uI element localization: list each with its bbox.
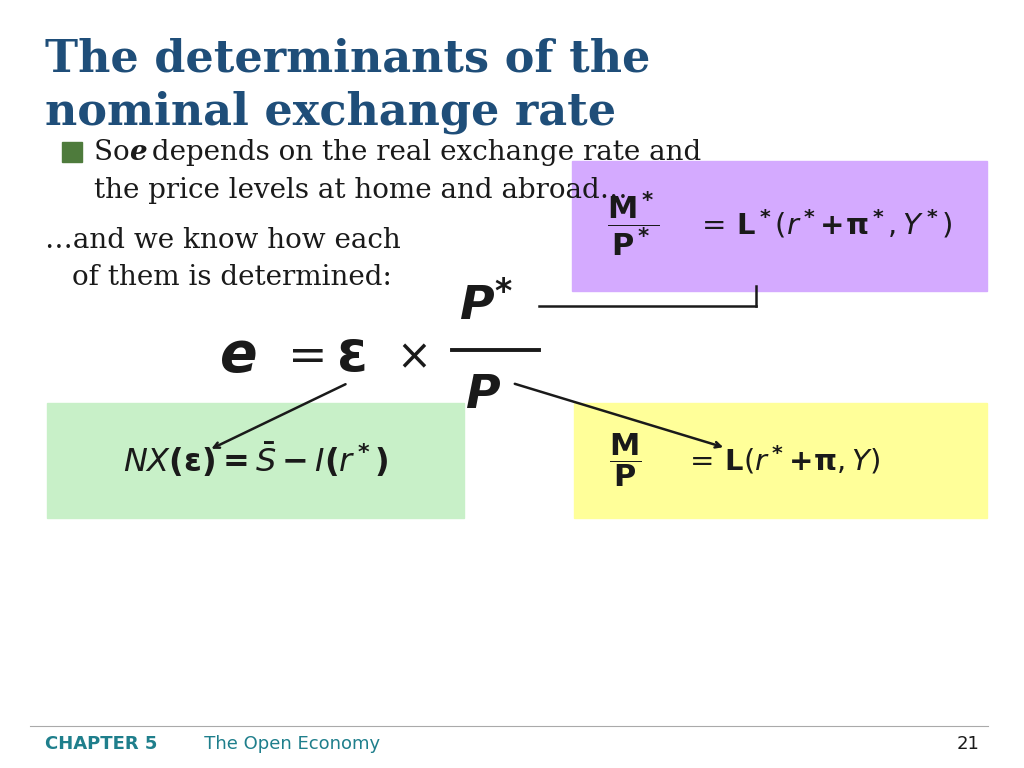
Text: $=$: $=$	[279, 333, 325, 379]
Text: depends on the real exchange rate and: depends on the real exchange rate and	[143, 138, 701, 165]
Text: The Open Economy: The Open Economy	[187, 735, 380, 753]
Text: 21: 21	[956, 735, 980, 753]
Text: $\mathbf{\dfrac{M}{P}}$: $\mathbf{\dfrac{M}{P}}$	[608, 431, 641, 488]
Text: $= \, \mathbf{L^*}(\mathbf{\mathit{r}^*\!+\!\pi^*}, \mathbf{\mathit{Y}^*})$: $= \, \mathbf{L^*}(\mathbf{\mathit{r}^*\…	[696, 207, 953, 240]
Text: $\mathbf{\dfrac{M^*}{P^*}}$: $\mathbf{\dfrac{M^*}{P^*}}$	[606, 190, 659, 259]
Text: $= \, \mathbf{L}(\mathbf{\mathit{r}^*\!+\!\pi}, \mathbf{\mathit{Y}})$: $= \, \mathbf{L}(\mathbf{\mathit{r}^*\!+…	[684, 444, 881, 476]
Text: CHAPTER 5: CHAPTER 5	[45, 735, 157, 753]
Text: $\boldsymbol{e}$: $\boldsymbol{e}$	[219, 329, 256, 383]
Text: $\times$: $\times$	[396, 335, 427, 377]
FancyBboxPatch shape	[573, 403, 987, 518]
Text: $\boldsymbol{P}^{\boldsymbol{*}}$: $\boldsymbol{P}^{\boldsymbol{*}}$	[460, 283, 513, 329]
Text: nominal exchange rate: nominal exchange rate	[45, 90, 615, 134]
Text: $\mathbf{\mathit{NX}(\varepsilon) = \bar{\mathit{S}} - \mathit{I}(\mathit{r}^*)}: $\mathbf{\mathit{NX}(\varepsilon) = \bar…	[123, 441, 388, 479]
Text: $\boldsymbol{\varepsilon}$: $\boldsymbol{\varepsilon}$	[336, 329, 366, 383]
FancyBboxPatch shape	[571, 161, 987, 291]
Text: $\boldsymbol{P}$: $\boldsymbol{P}$	[465, 373, 502, 419]
FancyBboxPatch shape	[47, 403, 465, 518]
Text: So: So	[94, 138, 139, 165]
Text: …and we know how each: …and we know how each	[45, 227, 400, 253]
Text: the price levels at home and abroad…: the price levels at home and abroad…	[94, 177, 628, 204]
Text: The determinants of the: The determinants of the	[45, 38, 650, 81]
Text: of them is determined:: of them is determined:	[72, 264, 391, 292]
FancyBboxPatch shape	[61, 142, 82, 162]
Text: e: e	[129, 138, 146, 165]
